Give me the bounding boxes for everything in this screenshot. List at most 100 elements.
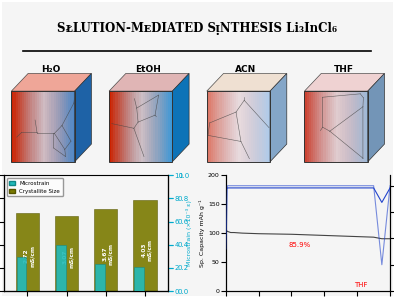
Text: 4.03
mS/cm: 4.03 mS/cm <box>141 239 152 261</box>
Polygon shape <box>11 73 91 91</box>
Polygon shape <box>45 91 47 162</box>
Polygon shape <box>332 91 334 162</box>
Polygon shape <box>207 73 287 91</box>
Polygon shape <box>24 91 26 162</box>
Polygon shape <box>66 91 68 162</box>
Polygon shape <box>170 91 172 162</box>
Polygon shape <box>264 91 266 162</box>
Polygon shape <box>72 91 74 162</box>
Polygon shape <box>323 91 325 162</box>
Polygon shape <box>115 91 117 162</box>
Polygon shape <box>305 91 307 162</box>
Polygon shape <box>366 91 368 162</box>
Text: THF: THF <box>354 282 367 288</box>
Polygon shape <box>257 91 260 162</box>
Polygon shape <box>26 91 28 162</box>
Polygon shape <box>111 91 113 162</box>
Polygon shape <box>158 91 160 162</box>
Text: 3.67
mS/cm: 3.67 mS/cm <box>102 243 113 265</box>
Polygon shape <box>211 91 213 162</box>
Text: 85.9%: 85.9% <box>288 242 311 248</box>
Polygon shape <box>47 91 49 162</box>
Polygon shape <box>322 91 323 162</box>
Polygon shape <box>20 91 22 162</box>
Text: SᴌLUTION-MᴇDIATED SᴉNTHESIS Li₃InCl₆: SᴌLUTION-MᴇDIATED SᴉNTHESIS Li₃InCl₆ <box>57 22 337 35</box>
Polygon shape <box>228 91 230 162</box>
Polygon shape <box>64 91 66 162</box>
Polygon shape <box>145 91 147 162</box>
Polygon shape <box>122 91 124 162</box>
Y-axis label: Microstrain (×10⁻³ ε): Microstrain (×10⁻³ ε) <box>186 200 192 266</box>
Polygon shape <box>351 91 353 162</box>
Polygon shape <box>224 91 226 162</box>
Polygon shape <box>68 91 71 162</box>
Polygon shape <box>166 91 168 162</box>
Polygon shape <box>238 91 240 162</box>
Polygon shape <box>141 91 143 162</box>
Polygon shape <box>260 91 262 162</box>
Polygon shape <box>249 91 251 162</box>
Text: 3.07
mS/cm: 3.07 mS/cm <box>63 246 74 268</box>
Polygon shape <box>43 91 45 162</box>
Polygon shape <box>342 91 344 162</box>
Polygon shape <box>37 91 39 162</box>
Polygon shape <box>41 91 43 162</box>
Polygon shape <box>309 91 311 162</box>
Polygon shape <box>117 91 120 162</box>
Polygon shape <box>245 91 247 162</box>
Text: THF: THF <box>334 65 353 74</box>
Polygon shape <box>139 91 141 162</box>
Polygon shape <box>247 91 249 162</box>
Bar <box>55 216 78 291</box>
Polygon shape <box>22 91 24 162</box>
Polygon shape <box>109 91 111 162</box>
Polygon shape <box>253 91 255 162</box>
Polygon shape <box>149 91 151 162</box>
Polygon shape <box>132 91 134 162</box>
Polygon shape <box>334 91 336 162</box>
Bar <box>16 214 39 291</box>
Polygon shape <box>219 91 221 162</box>
Polygon shape <box>60 91 62 162</box>
Polygon shape <box>353 91 355 162</box>
Polygon shape <box>347 91 349 162</box>
Polygon shape <box>56 91 58 162</box>
Polygon shape <box>35 91 37 162</box>
Bar <box>95 264 105 291</box>
Polygon shape <box>151 91 153 162</box>
Polygon shape <box>74 73 91 162</box>
Polygon shape <box>54 91 56 162</box>
Text: ACN: ACN <box>235 65 256 74</box>
Polygon shape <box>162 91 164 162</box>
Polygon shape <box>313 91 315 162</box>
Polygon shape <box>349 91 351 162</box>
Polygon shape <box>268 91 270 162</box>
Polygon shape <box>355 91 357 162</box>
Polygon shape <box>209 91 211 162</box>
Polygon shape <box>266 91 268 162</box>
Polygon shape <box>156 91 158 162</box>
Polygon shape <box>338 91 340 162</box>
Polygon shape <box>364 91 366 162</box>
Polygon shape <box>305 73 385 91</box>
Polygon shape <box>255 91 257 162</box>
Polygon shape <box>317 91 319 162</box>
Polygon shape <box>251 91 253 162</box>
Bar <box>94 209 117 291</box>
Polygon shape <box>58 91 60 162</box>
Polygon shape <box>344 91 347 162</box>
Polygon shape <box>143 91 145 162</box>
Polygon shape <box>243 91 245 162</box>
Polygon shape <box>120 91 122 162</box>
Polygon shape <box>11 91 13 162</box>
Polygon shape <box>164 91 166 162</box>
Polygon shape <box>336 91 338 162</box>
Polygon shape <box>30 91 32 162</box>
Bar <box>56 245 65 291</box>
Polygon shape <box>124 91 126 162</box>
Polygon shape <box>234 91 236 162</box>
Polygon shape <box>230 91 232 162</box>
Polygon shape <box>134 91 136 162</box>
Polygon shape <box>49 91 52 162</box>
Polygon shape <box>136 91 139 162</box>
